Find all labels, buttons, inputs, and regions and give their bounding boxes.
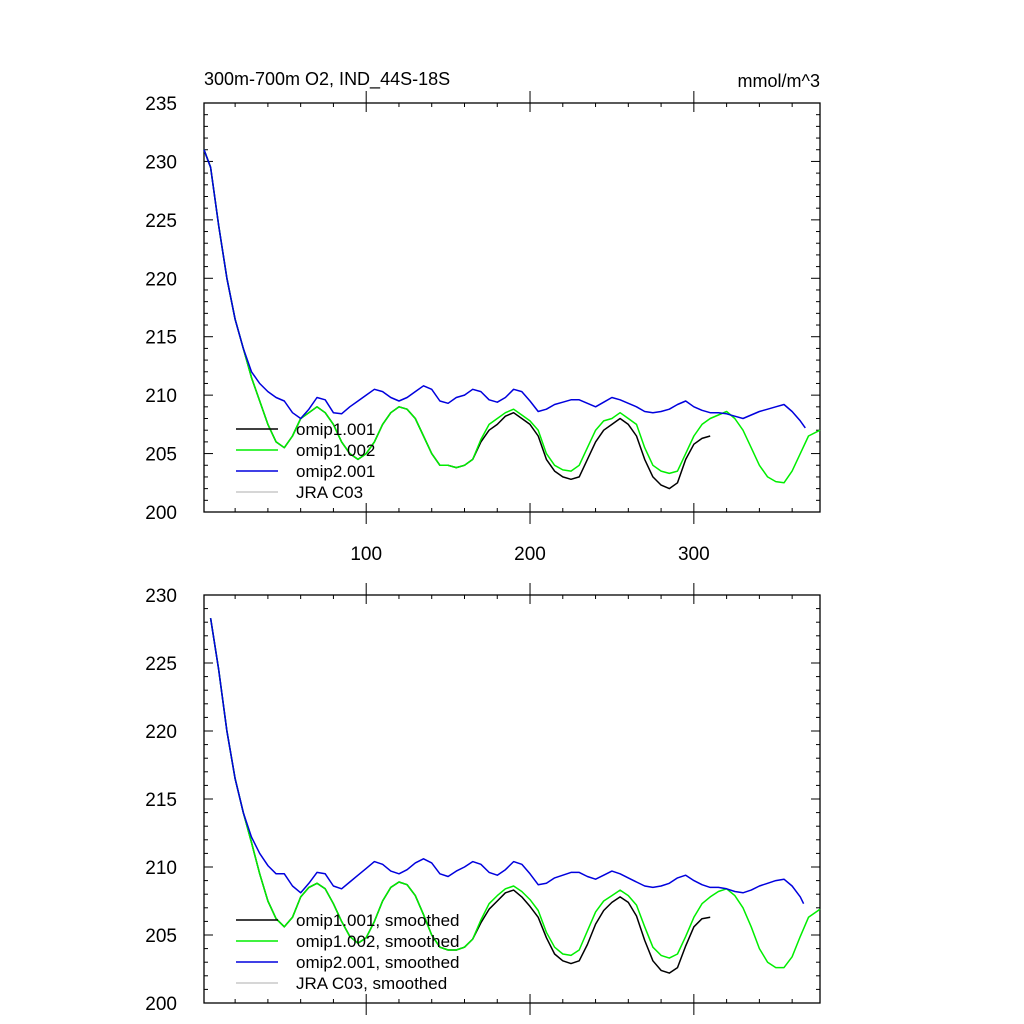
y-tick-label: 220 [145,722,177,743]
series-line-omip2-001 [203,149,806,429]
chart-units: mmol/m^3 [738,71,820,91]
y-tick-label: 200 [145,994,177,1015]
series-line-omip1-002 [203,149,821,484]
y-tick-label: 230 [145,152,177,173]
legend-label: omip2.001, smoothed [296,953,460,972]
bottom-panel: 200 205 210 215 220 225 230 omip1.001, smoothed… [145,583,821,1015]
y-tick-label: 225 [145,211,177,232]
series-line-omip2-001-smoothed [209,617,805,905]
x-tick-label: 200 [514,544,546,565]
y-tick-label: 200 [145,503,177,524]
legend-label: omip1.002 [296,441,375,460]
y-tick-label: 220 [145,269,177,290]
y-tick-label: 230 [145,586,177,607]
legend-label: omip1.001 [296,420,375,439]
legend-label: omip1.002, smoothed [296,932,460,951]
top-panel: 200 205 210 215 220 225 230 235 100 200 300 omip1.0… [145,91,821,565]
series-line-omip1-001-smoothed [209,617,711,974]
y-tick-label: 210 [145,386,177,407]
x-tick-label: 100 [350,544,382,565]
chart-title: 300m-700m O2, IND_44S-18S [204,69,450,90]
y-tick-label: 210 [145,858,177,879]
y-tick-label: 205 [145,926,177,947]
x-tick-label: 300 [678,544,710,565]
series-line-omip1-002-smoothed [209,617,821,969]
legend-label: JRA C03 [296,483,363,502]
y-tick-label: 215 [145,328,177,349]
y-tick-label: 205 [145,445,177,466]
legend-label: omip1.001, smoothed [296,911,460,930]
y-tick-label: 215 [145,790,177,811]
series-line-omip1-001 [203,149,711,490]
legend-label: JRA C03, smoothed [296,974,447,993]
plot-frame [203,102,821,513]
y-tick-label: 225 [145,654,177,675]
y-tick-label: 235 [145,94,177,115]
legend-label: omip2.001 [296,462,375,481]
